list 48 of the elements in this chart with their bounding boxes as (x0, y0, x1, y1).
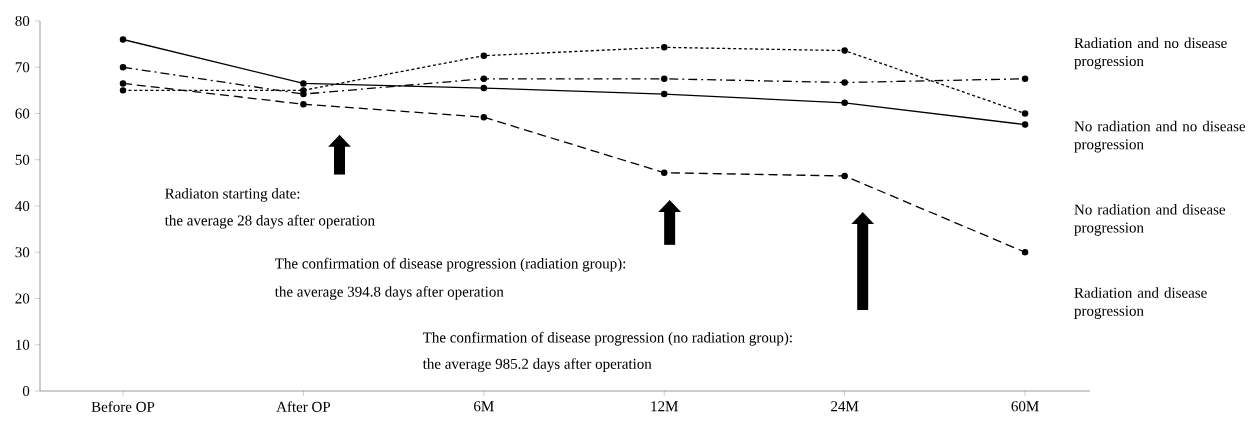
point (480, 75, 488, 83)
y-tick-label: 60 (15, 108, 30, 119)
y-tick-label: 0 (22, 385, 30, 397)
point (119, 64, 127, 71)
y-tick-label: 30 (15, 247, 30, 258)
point (841, 99, 848, 107)
text: No radiation and disease progression (1074, 204, 1226, 236)
point (661, 169, 668, 176)
point (841, 79, 848, 86)
point (661, 75, 668, 83)
annotation: the average 28 days after operation (164, 214, 375, 229)
annotation: The confirmation of disease progression (no radiation group): (422, 331, 792, 346)
x-tick-label: 12M (651, 401, 678, 412)
text: Radiation and disease progression (1074, 287, 1207, 319)
x-tick-label: 6M (474, 401, 494, 412)
y-tick-label: 50 (15, 154, 30, 165)
point (661, 44, 668, 51)
point (480, 84, 488, 92)
point (480, 113, 488, 121)
point (300, 101, 307, 108)
point (1021, 75, 1029, 83)
point (119, 36, 127, 43)
y-tick-label: 80 (15, 15, 30, 27)
text: Radiation and no disease progression (1074, 37, 1227, 70)
point (841, 172, 848, 180)
annotation: the average 394.8 days after operation (274, 286, 504, 300)
x-tick-label: Before OP (91, 401, 155, 412)
annotation: Radiaton starting date: (165, 188, 300, 202)
y-tick-label: 70 (15, 62, 30, 73)
point (841, 47, 848, 54)
point (119, 80, 127, 87)
point (1021, 249, 1029, 256)
point (119, 87, 127, 94)
y-tick-label: 40 (15, 200, 30, 212)
annotation: The confirmation of disease progression (radiation group): (275, 257, 626, 272)
y-tick-label: 10 (16, 339, 30, 350)
point (300, 80, 307, 87)
x-tick-label: 24M (831, 401, 859, 412)
point (480, 52, 488, 59)
y-tick-label: 20 (15, 293, 30, 304)
point (1021, 110, 1029, 117)
x-tick-label: After OP (276, 401, 331, 412)
annotation: the average 985.2 days after operation (422, 358, 652, 372)
x-tick-label: 60M (1011, 401, 1039, 412)
point (661, 90, 668, 98)
point (300, 87, 307, 94)
point (1021, 121, 1029, 128)
text: No radiation and no disease progression (1074, 120, 1246, 153)
